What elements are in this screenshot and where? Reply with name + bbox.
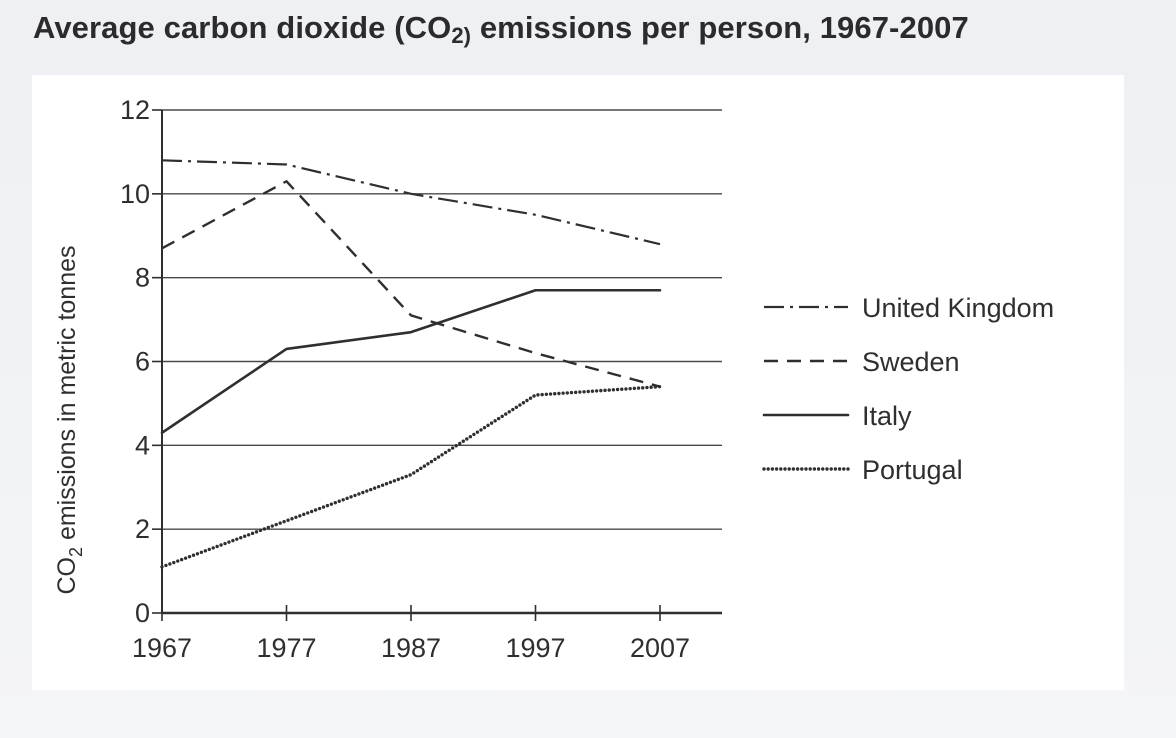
x-tick-label-1997: 1997 <box>505 633 565 663</box>
y-tick-label-4: 4 <box>135 430 150 460</box>
y-tick-label-8: 8 <box>135 263 150 293</box>
y-tick-label-10: 10 <box>120 179 150 209</box>
title-subscript: 2) <box>451 23 472 48</box>
x-tick-label-1987: 1987 <box>381 633 441 663</box>
line-chart: 0 2 4 6 8 10 12 1967 1977 1987 1997 2007 United Kin… <box>53 95 1054 663</box>
chart-card: 0 2 4 6 8 10 12 1967 1977 1987 1997 2007 United Kin… <box>32 75 1124 690</box>
x-tick-label-1967: 1967 <box>132 633 192 663</box>
series-line-italy <box>160 288 662 435</box>
legend-label-united-kingdom: United Kingdom <box>862 293 1054 323</box>
axes: 0 2 4 6 8 10 12 1967 1977 1987 1997 2007 <box>120 95 722 663</box>
x-tick-label-1977: 1977 <box>256 633 316 663</box>
title-main: Average carbon dioxide (CO <box>33 10 452 45</box>
y-tick-label-2: 2 <box>135 514 150 544</box>
series-line-portugal <box>160 384 662 569</box>
series-line-united-kingdom <box>161 159 661 246</box>
legend-label-sweden: Sweden <box>862 347 960 377</box>
x-tick-label-2007: 2007 <box>630 633 690 663</box>
y-axis-label: CO2 emissions in metric tonnes <box>53 245 86 594</box>
legend-label-italy: Italy <box>862 401 912 431</box>
y-tick-label-0: 0 <box>135 598 150 628</box>
chart-title: Average carbon dioxide (CO2) emissions p… <box>33 10 969 49</box>
series-line-sweden <box>161 180 661 388</box>
legend-label-portugal: Portugal <box>862 455 963 485</box>
y-tick-label-6: 6 <box>135 347 150 377</box>
series-lines <box>160 159 662 569</box>
legend: United Kingdom Sweden Italy Portugal <box>762 293 1054 485</box>
title-rest: emissions per person, 1967-2007 <box>471 10 969 45</box>
y-tick-label-12: 12 <box>120 95 150 125</box>
gridlines <box>162 109 722 530</box>
